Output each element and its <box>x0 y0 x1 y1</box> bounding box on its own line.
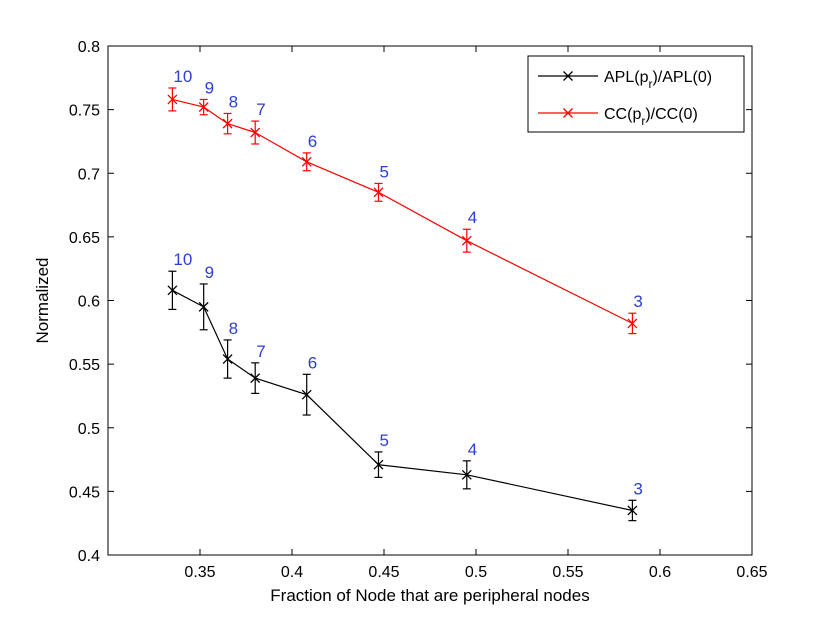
data-point-marker <box>461 469 472 480</box>
point-label: 10 <box>173 250 192 269</box>
legend-label: APL(pr)/APL(0) <box>604 69 712 91</box>
point-label: 3 <box>633 292 642 311</box>
x-tick-label: 0.4 <box>281 564 303 581</box>
y-tick-label: 0.65 <box>69 230 100 247</box>
data-point-marker <box>627 505 638 516</box>
data-point-marker <box>198 102 209 113</box>
point-label: 10 <box>173 67 192 86</box>
data-point-marker <box>167 94 178 105</box>
y-tick-label: 0.55 <box>69 357 100 374</box>
legend-label-main: CC(p <box>604 106 641 123</box>
legend-marker <box>563 108 573 118</box>
legend-item: CC(pr)/CC(0) <box>538 106 698 128</box>
legend-label-sub: r <box>648 77 652 91</box>
point-label: 6 <box>308 353 317 372</box>
legend-label-sub: r <box>641 114 645 128</box>
data-point-marker <box>198 301 209 312</box>
data-point-marker <box>250 127 261 138</box>
axis-ticks: 0.35 0.4 0.45 0.5 0.55 0.6 0.650.40.450.50.550… <box>69 39 768 581</box>
series-0: 10 9 87 6 5 4 3 <box>167 250 643 522</box>
x-tick-label: 0.55 <box>552 564 583 581</box>
legend-item: APL(pr)/APL(0) <box>538 69 712 91</box>
point-label: 7 <box>256 100 265 119</box>
point-label: 8 <box>229 319 238 338</box>
point-label: 9 <box>205 78 214 97</box>
legend-label-tail: )/APL(0) <box>652 69 712 86</box>
point-label: 5 <box>379 431 388 450</box>
point-label: 4 <box>468 440 477 459</box>
legend-box <box>527 55 745 133</box>
y-tick-label: 0.45 <box>69 484 100 501</box>
point-label: 8 <box>229 92 238 111</box>
y-tick-label: 0.7 <box>78 166 100 183</box>
point-label: 3 <box>633 479 642 498</box>
data-point-marker <box>250 373 261 384</box>
point-label: 4 <box>468 208 477 227</box>
data-point-marker <box>301 389 312 400</box>
point-label: 6 <box>308 132 317 151</box>
x-tick-label: 0.65 <box>736 564 767 581</box>
legend-label: CC(pr)/CC(0) <box>604 106 698 128</box>
data-point-marker <box>301 156 312 167</box>
point-label: 5 <box>379 162 388 181</box>
legend-label-tail: )/CC(0) <box>645 106 697 123</box>
y-tick-label: 0.8 <box>78 39 100 56</box>
legend-marker <box>563 71 573 81</box>
y-tick-label: 0.6 <box>78 294 100 311</box>
legend-label-main: APL(p <box>604 69 649 86</box>
point-label: 9 <box>205 263 214 282</box>
point-label: 7 <box>256 342 265 361</box>
data-point-marker <box>461 235 472 246</box>
data-point-marker <box>373 459 384 470</box>
series-line <box>172 289 633 512</box>
y-axis-label: Normalized <box>33 258 52 344</box>
series-line <box>172 98 633 324</box>
data-point-marker <box>373 187 384 198</box>
data-point-marker <box>627 318 638 329</box>
x-tick-label: 0.35 <box>184 564 215 581</box>
x-axis-label: Fraction of Node that are peripheral nod… <box>270 586 589 605</box>
data-point-marker <box>167 285 178 296</box>
legend: APL(pr)/APL(0)CC(pr)/CC(0) <box>527 55 745 133</box>
y-tick-label: 0.75 <box>69 103 100 120</box>
x-tick-label: 0.6 <box>649 564 671 581</box>
x-tick-label: 0.5 <box>465 564 487 581</box>
y-tick-label: 0.5 <box>78 421 100 438</box>
y-tick-label: 0.4 <box>78 548 100 565</box>
x-tick-label: 0.45 <box>368 564 399 581</box>
data-point-marker <box>222 118 233 129</box>
data-point-marker <box>222 354 233 364</box>
